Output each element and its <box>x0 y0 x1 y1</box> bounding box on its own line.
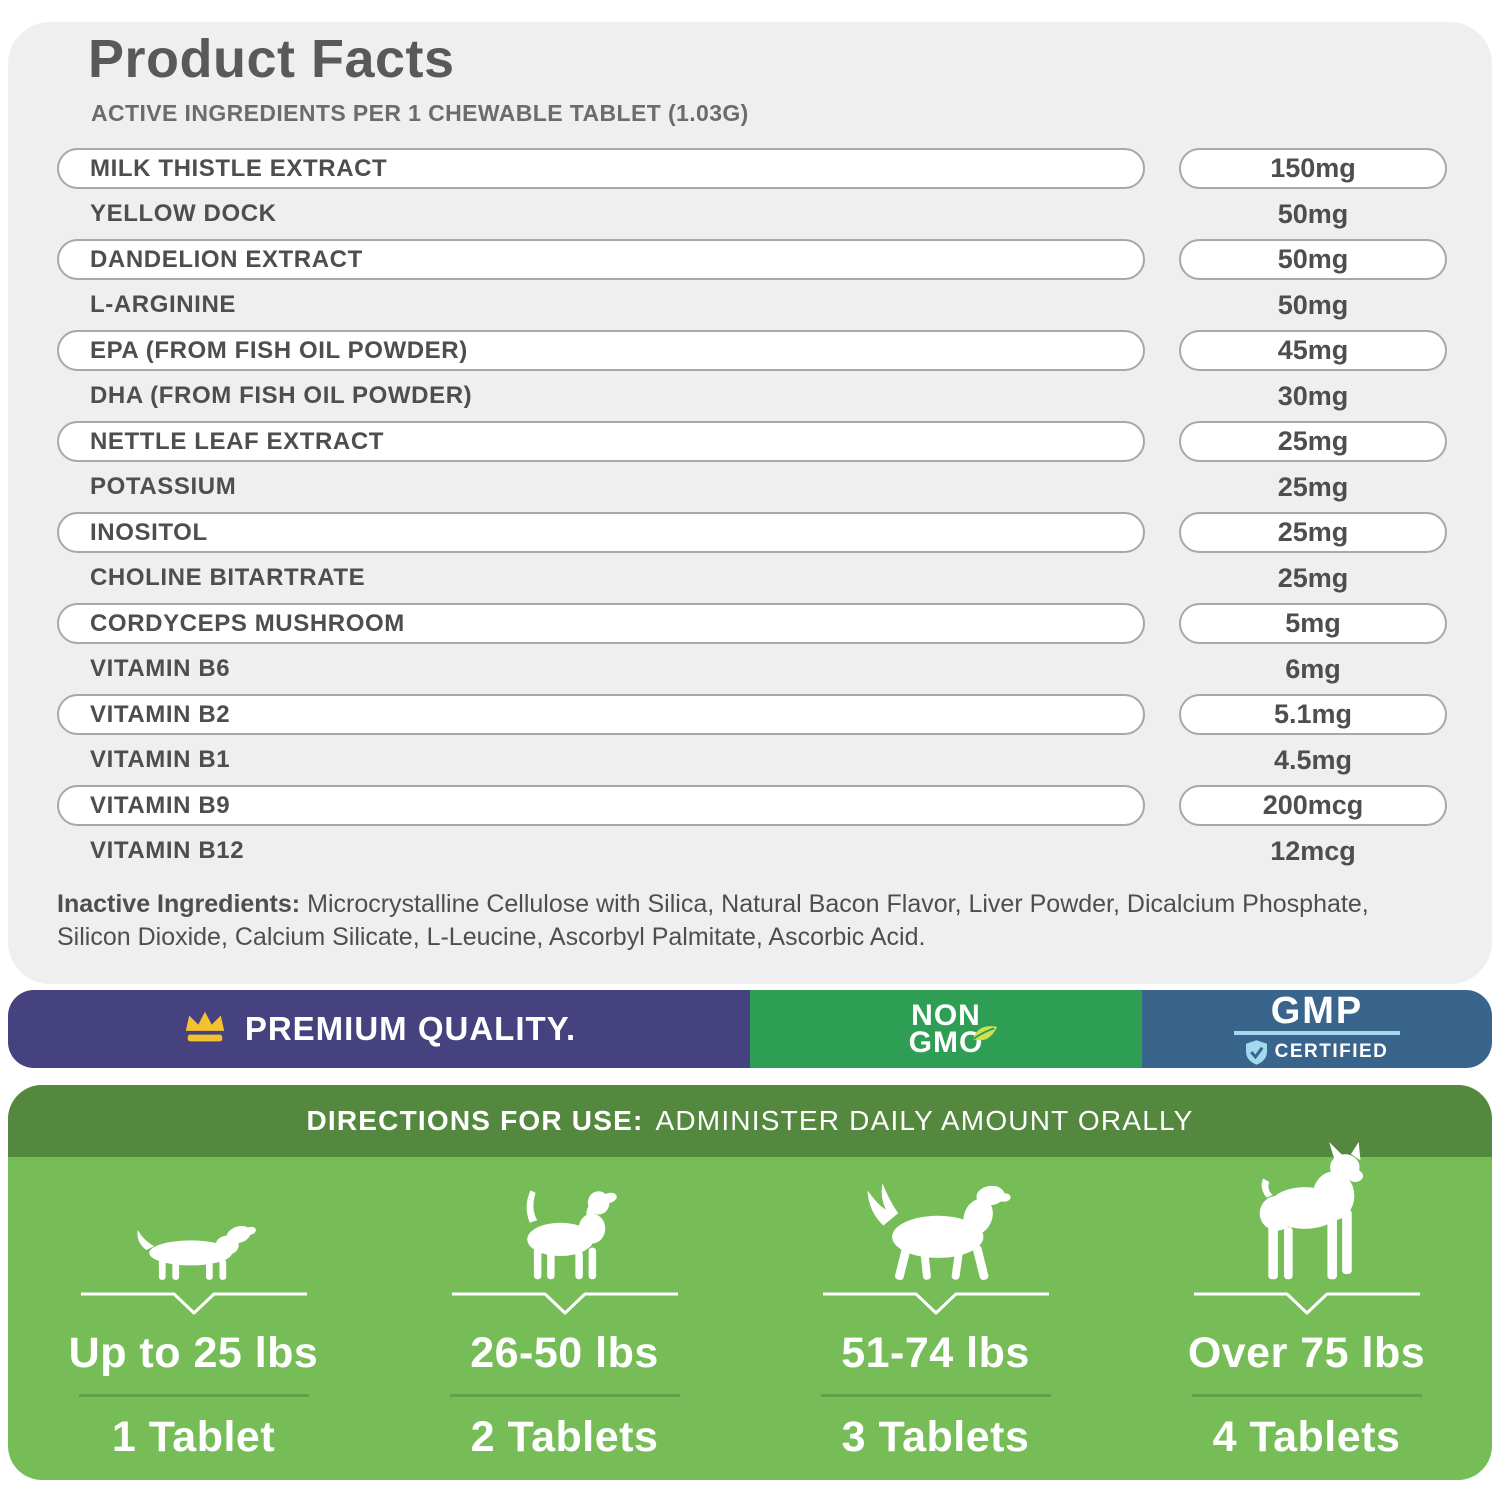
table-row: CORDYCEPS MUSHROOM 5mg <box>57 601 1447 647</box>
table-row: CHOLINE BITARTRATE 25mg <box>57 556 1447 602</box>
ingredient-amount: 4.5mg <box>1273 744 1353 775</box>
table-row: DHA (FROM FISH OIL POWDER) 30mg <box>57 374 1447 420</box>
directions-section: DIRECTIONS FOR USE: ADMINISTER DAILY AMO… <box>8 1085 1492 1480</box>
pointer-line <box>80 1292 307 1315</box>
weight-range: Over 75 lbs <box>1187 1329 1426 1377</box>
table-row: VITAMIN B6 6mg <box>57 647 1447 693</box>
directions-header-text: ADMINISTER DAILY AMOUNT ORALLY <box>655 1105 1194 1136</box>
directions-header: DIRECTIONS FOR USE: ADMINISTER DAILY AMO… <box>8 1085 1492 1157</box>
dachshund-icon <box>137 1225 256 1280</box>
ingredient-name: VITAMIN B12 <box>90 837 245 865</box>
inactive-ingredients-text: Microcrystalline Cellulose with Silica, … <box>57 890 1369 952</box>
dose-divider <box>1191 1394 1422 1397</box>
gmp-certified-badge: GMP CERTIFIED <box>1142 990 1492 1068</box>
ingredient-name: POTASSIUM <box>90 473 237 501</box>
inactive-ingredients-label: Inactive Ingredients: <box>57 890 301 918</box>
ingredient-amount: 25mg <box>1179 512 1447 554</box>
dose-divider <box>78 1394 309 1397</box>
dose-column-large-dog: 51-74 lbs 3 Tablets <box>750 1157 1121 1480</box>
non-gmo-badge: NON GMO <box>750 990 1142 1068</box>
ingredient-name: DANDELION EXTRACT <box>57 239 1145 281</box>
beagle-icon <box>526 1190 617 1280</box>
premium-quality-badge: PREMIUM QUALITY. <box>8 990 750 1068</box>
ingredient-name: VITAMIN B2 <box>57 694 1145 736</box>
ingredient-amount: 12mcg <box>1270 835 1356 866</box>
leaf-icon <box>973 1026 998 1041</box>
certification-badges-bar: PREMIUM QUALITY. NON GMO GMP CERTIFIED <box>8 990 1492 1068</box>
dose-divider <box>820 1394 1051 1397</box>
ingredient-amount: 5mg <box>1179 603 1447 645</box>
table-row: YELLOW DOCK 50mg <box>57 192 1447 238</box>
ingredient-name: L-ARGININE <box>90 291 236 319</box>
table-row: MILK THISTLE EXTRACT 150mg <box>57 146 1447 192</box>
non-gmo-line2: GMO <box>908 1026 984 1059</box>
pointer-line <box>1193 1292 1420 1315</box>
weight-range: 51-74 lbs <box>841 1329 1030 1377</box>
gmp-title: GMP <box>1270 990 1364 1032</box>
ingredient-amount: 45mg <box>1179 330 1447 372</box>
table-row: DANDELION EXTRACT 50mg <box>57 237 1447 283</box>
setter-icon <box>867 1183 1011 1281</box>
ingredient-name: VITAMIN B6 <box>90 655 231 683</box>
table-row: VITAMIN B1 4.5mg <box>57 738 1447 784</box>
non-gmo-logo: NON GMO <box>908 999 998 1059</box>
ingredient-amount: 50mg <box>1277 198 1349 229</box>
ingredient-amount: 25mg <box>1277 562 1349 593</box>
table-row: L-ARGININE 50mg <box>57 283 1447 329</box>
shield-check-icon <box>1245 1039 1267 1065</box>
tablet-count: 3 Tablets <box>841 1413 1030 1461</box>
table-row: POTASSIUM 25mg <box>57 465 1447 511</box>
product-facts-card: Product Facts ACTIVE INGREDIENTS PER 1 C… <box>8 22 1492 984</box>
ingredient-name: NETTLE LEAF EXTRACT <box>57 421 1145 463</box>
gmp-certified-label: CERTIFIED <box>1274 1041 1389 1062</box>
ingredient-name: CHOLINE BITARTRATE <box>90 564 366 592</box>
table-row: VITAMIN B2 5.1mg <box>57 692 1447 738</box>
table-row: VITAMIN B9 200mcg <box>57 783 1447 829</box>
pointer-line <box>451 1292 678 1315</box>
page-title: Product Facts <box>88 29 455 89</box>
ingredient-name: VITAMIN B1 <box>90 746 231 774</box>
ingredient-amount: 50mg <box>1179 239 1447 281</box>
tablet-count: 2 Tablets <box>470 1413 659 1461</box>
ingredient-name: MILK THISTLE EXTRACT <box>57 148 1145 190</box>
dose-column-small-dog: Up to 25 lbs 1 Tablet <box>8 1157 379 1480</box>
table-row: VITAMIN B12 12mcg <box>57 829 1447 875</box>
ingredient-amount: 50mg <box>1277 289 1349 320</box>
ingredient-amount: 200mcg <box>1179 785 1447 827</box>
ingredient-amount: 5.1mg <box>1179 694 1447 736</box>
crown-icon <box>182 1007 228 1052</box>
active-ingredients-subtitle: ACTIVE INGREDIENTS PER 1 CHEWABLE TABLET… <box>91 100 749 126</box>
directions-header-label: DIRECTIONS FOR USE: <box>306 1105 644 1136</box>
dose-column-xlarge-dog: Over 75 lbs 4 Tablets <box>1121 1142 1492 1480</box>
boxer-icon <box>1259 1142 1363 1280</box>
gmp-divider <box>1234 1030 1400 1035</box>
table-row: EPA (FROM FISH OIL POWDER) 45mg <box>57 328 1447 374</box>
ingredient-name: YELLOW DOCK <box>90 200 277 228</box>
table-row: NETTLE LEAF EXTRACT 25mg <box>57 419 1447 465</box>
non-gmo-line1: NON <box>911 999 981 1032</box>
ingredient-amount: 6mg <box>1285 653 1341 684</box>
weight-range: 26-50 lbs <box>470 1329 659 1377</box>
ingredient-name: EPA (FROM FISH OIL POWDER) <box>57 330 1145 372</box>
table-row: INOSITOL 25mg <box>57 510 1447 556</box>
premium-quality-label: PREMIUM QUALITY. <box>244 1010 577 1047</box>
ingredients-table: MILK THISTLE EXTRACT 150mg YELLOW DOCK 50m… <box>57 146 1447 874</box>
ingredient-amount: 30mg <box>1277 380 1349 411</box>
tablet-count: 1 Tablet <box>111 1413 276 1461</box>
ingredient-name: CORDYCEPS MUSHROOM <box>57 603 1145 645</box>
dose-divider <box>449 1394 680 1397</box>
dosage-table: Up to 25 lbs 1 Tablet <box>8 1142 1492 1480</box>
dose-column-medium-dog: 26-50 lbs 2 Tablets <box>379 1157 750 1480</box>
ingredient-amount: 150mg <box>1179 148 1447 190</box>
ingredient-name: VITAMIN B9 <box>57 785 1145 827</box>
weight-range: Up to 25 lbs <box>68 1329 319 1377</box>
ingredient-amount: 25mg <box>1277 471 1349 502</box>
pointer-line <box>822 1292 1049 1315</box>
ingredient-name: DHA (FROM FISH OIL POWDER) <box>90 382 473 410</box>
ingredient-amount: 25mg <box>1179 421 1447 463</box>
tablet-count: 4 Tablets <box>1212 1413 1401 1461</box>
ingredient-name: INOSITOL <box>57 512 1145 554</box>
inactive-ingredients: Inactive Ingredients: Microcrystalline Ce… <box>57 888 1449 955</box>
